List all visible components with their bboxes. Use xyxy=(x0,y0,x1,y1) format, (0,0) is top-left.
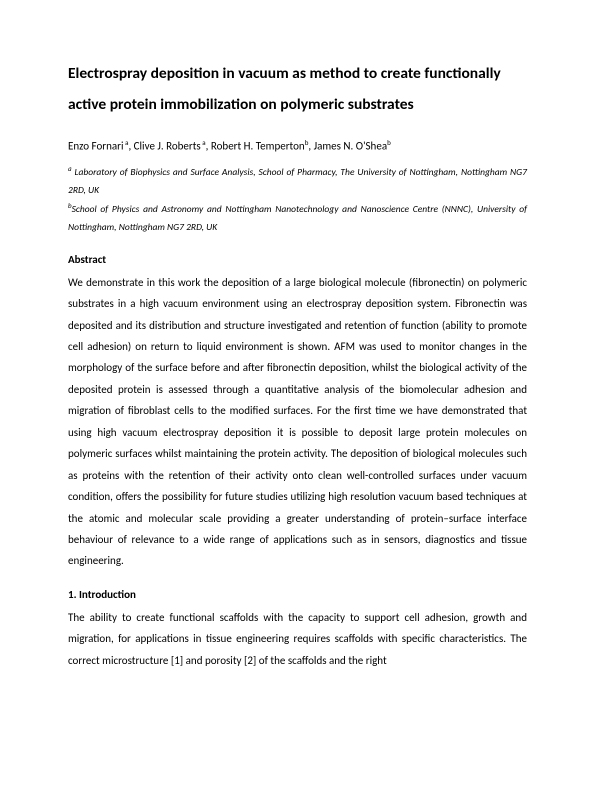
affiliation-a: a Laboratory of Biophysics and Surface A… xyxy=(68,163,527,199)
introduction-heading: 1. Introduction xyxy=(68,588,527,601)
introduction-text: The ability to create functional scaffol… xyxy=(68,607,527,671)
abstract-text: We demonstrate in this work the depositi… xyxy=(68,272,527,572)
title-line-2: active protein immobilization on polymer… xyxy=(68,95,414,114)
affiliation-b: bSchool of Physics and Astronomy and Not… xyxy=(68,200,527,236)
author-list: Enzo Fornari a, Clive J. Roberts a, Robe… xyxy=(68,138,527,155)
title-line-1: Electrospray deposition in vacuum as met… xyxy=(68,64,501,83)
abstract-heading: Abstract xyxy=(68,253,527,266)
paper-title: Electrospray deposition in vacuum as met… xyxy=(68,58,527,120)
